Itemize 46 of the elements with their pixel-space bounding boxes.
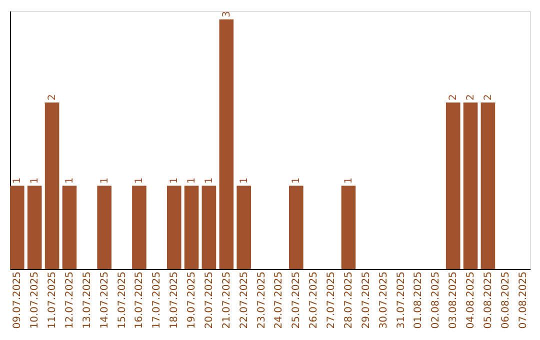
x-tick-label: 21.07.2025 [221, 272, 232, 329]
data-label: 1 [238, 177, 250, 184]
x-tick-label: 30.07.2025 [378, 272, 390, 329]
x-tick-label: 15.07.2025 [116, 272, 128, 329]
x-tick-label: 03.08.2025 [448, 272, 460, 329]
data-label: 1 [291, 177, 302, 184]
x-tick-label: 09.07.2025 [12, 272, 24, 329]
x-tick-label: 06.08.2025 [500, 272, 512, 329]
x-tick-label: 01.08.2025 [413, 272, 424, 329]
x-tick-label: 14.07.2025 [99, 272, 110, 329]
data-label: 1 [204, 177, 215, 184]
x-tick-label: 29.07.2025 [360, 272, 372, 329]
x-tick-label: 05.08.2025 [482, 272, 494, 329]
x-tick-label: 23.07.2025 [256, 272, 268, 329]
data-label: 1 [186, 177, 198, 184]
x-tick-label: 18.07.2025 [169, 272, 180, 329]
data-label: 1 [64, 177, 76, 184]
x-tick-label: 07.08.2025 [518, 272, 529, 329]
data-label: 1 [99, 177, 110, 184]
data-label: 1 [134, 177, 146, 184]
data-label: 1 [169, 177, 180, 184]
x-tick-label: 20.07.2025 [204, 272, 215, 329]
x-tick-label: 28.07.2025 [343, 272, 354, 329]
data-label: 1 [12, 177, 24, 184]
data-label: 2 [482, 94, 494, 101]
data-label: 2 [448, 94, 460, 101]
x-tick-label: 26.07.2025 [308, 272, 320, 329]
x-tick-label: 19.07.2025 [186, 272, 198, 329]
x-tick-label: 24.07.2025 [274, 272, 285, 329]
data-label: 2 [466, 94, 477, 101]
data-label: 1 [343, 177, 354, 184]
x-tick-label: 10.07.2025 [30, 272, 41, 329]
x-tick-label: 16.07.2025 [134, 272, 146, 329]
x-tick-label: 02.08.2025 [430, 272, 442, 329]
x-tick-label: 22.07.2025 [238, 272, 250, 329]
data-label: 1 [30, 177, 41, 184]
x-tick-label: 31.07.2025 [396, 272, 407, 329]
x-tick-label: 04.08.2025 [466, 272, 477, 329]
x-tick-label: 12.07.2025 [64, 272, 76, 329]
data-label: 3 [221, 10, 232, 18]
x-tick-label: 25.07.2025 [291, 272, 302, 329]
data-label: 2 [47, 94, 58, 101]
x-tick-label: 17.07.2025 [152, 272, 163, 329]
x-tick-label: 27.07.2025 [326, 272, 338, 329]
x-tick-label: 11.07.2025 [47, 272, 58, 329]
x-tick-label: 13.07.2025 [82, 272, 93, 329]
